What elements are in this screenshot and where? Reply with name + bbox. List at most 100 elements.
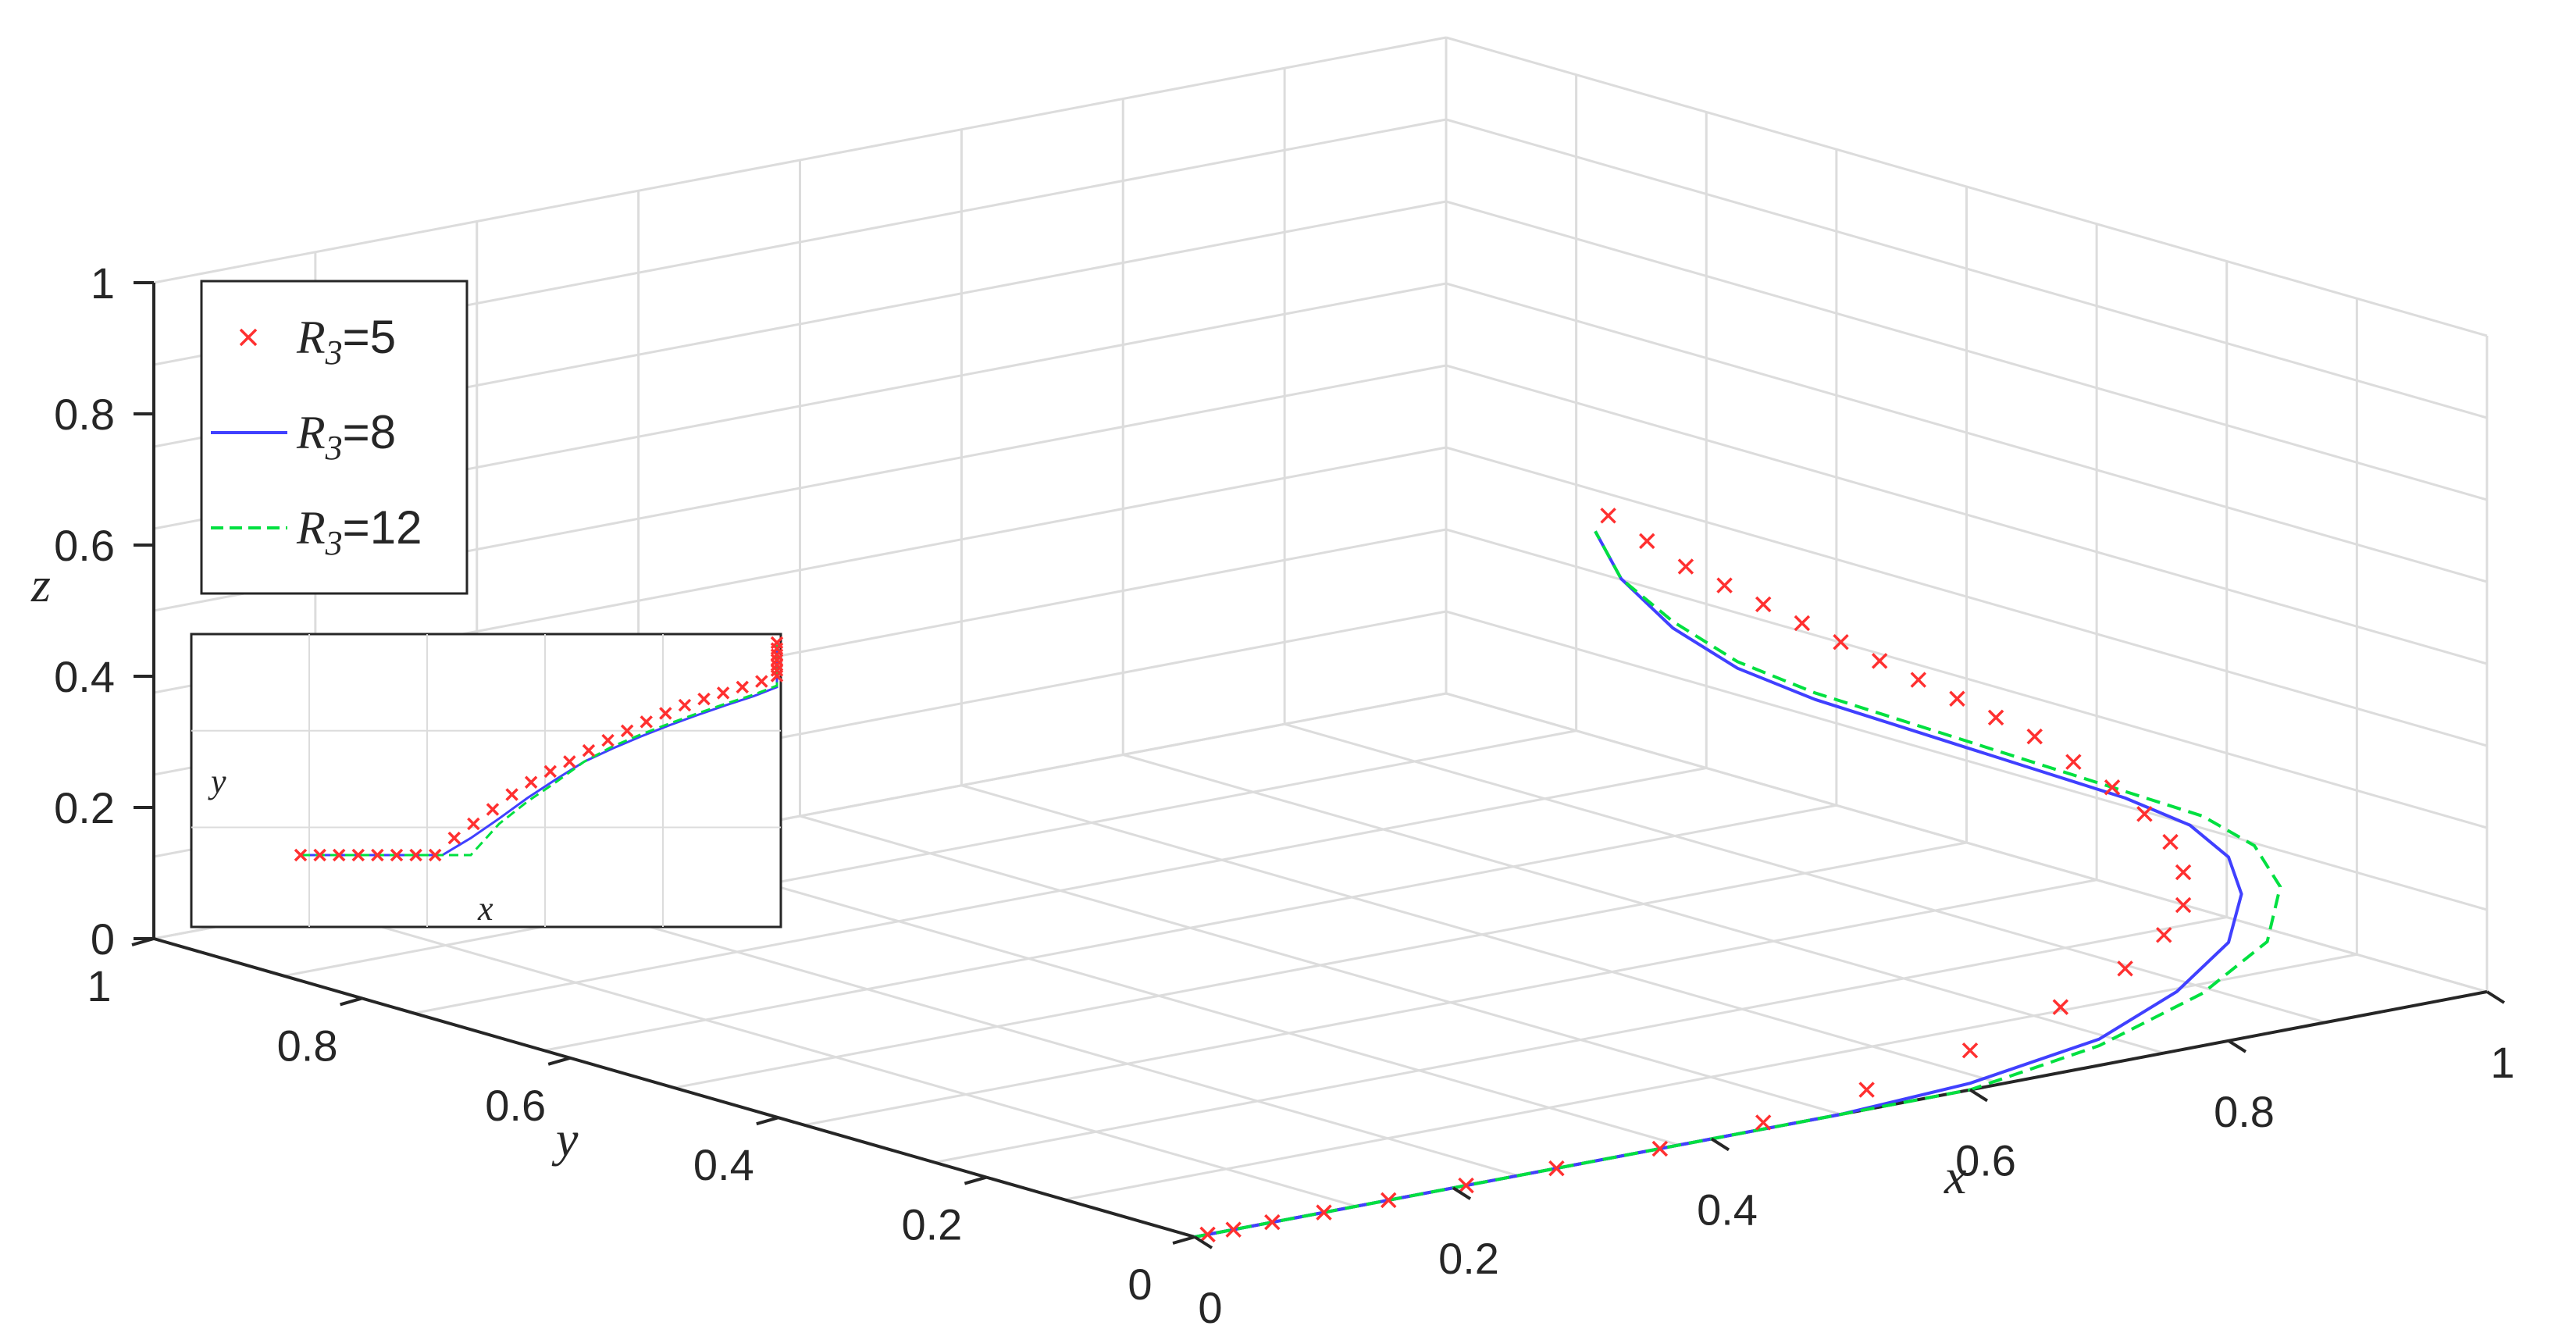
x-tick-label: 0.2 bbox=[1438, 1234, 1499, 1283]
grid-line-floor-y bbox=[413, 767, 1707, 1014]
x-tick-mark bbox=[1969, 1088, 1989, 1103]
legend-value: =12 bbox=[343, 501, 422, 554]
series-marker-r3-5 bbox=[2162, 833, 2179, 850]
inset-marker-r3-5 bbox=[755, 675, 768, 688]
inset-marker-r3-5 bbox=[313, 848, 326, 862]
series-marker-r3-5 bbox=[1199, 1226, 1216, 1243]
x-tick-label: 0.4 bbox=[1697, 1185, 1758, 1234]
y-axis-label: y bbox=[551, 1111, 579, 1167]
inset-marker-r3-5 bbox=[770, 664, 784, 677]
inset-marker-r3-5 bbox=[409, 848, 422, 862]
x-tick-label: 1 bbox=[2490, 1038, 2514, 1087]
inset-marker-r3-5 bbox=[640, 715, 653, 729]
y-tick-label: 0.2 bbox=[901, 1200, 962, 1249]
x-tick-label: 0.8 bbox=[2214, 1087, 2275, 1136]
grid-line-floor-x bbox=[960, 784, 2003, 1085]
inset-marker-r3-5 bbox=[770, 636, 784, 650]
legend-label: R3=12 bbox=[296, 501, 422, 562]
inset-marker-r3-5 bbox=[563, 755, 576, 768]
series-marker-r3-5 bbox=[1716, 577, 1733, 593]
series-marker-r3-5 bbox=[1858, 1082, 1875, 1098]
grid-line-floor-y bbox=[283, 729, 1577, 978]
grid-line-side-z bbox=[1445, 118, 2488, 419]
inset-marker-r3-5 bbox=[294, 848, 308, 862]
series-marker-r3-5 bbox=[1794, 615, 1811, 632]
grid-line-side-z bbox=[1445, 200, 2488, 501]
inset-marker-r3-5 bbox=[659, 707, 672, 720]
inset-xy-view: x y bbox=[190, 633, 784, 928]
series-marker-r3-5 bbox=[1755, 596, 1772, 613]
inset-marker-r3-5 bbox=[371, 848, 384, 862]
inset-marker-r3-5 bbox=[447, 831, 461, 845]
series-marker-r3-5 bbox=[1600, 508, 1616, 524]
inset-x-label: x bbox=[477, 889, 493, 928]
series-marker-r3-5 bbox=[1548, 1160, 1565, 1177]
inset-marker-r3-5 bbox=[582, 743, 596, 757]
series-line-r3-8 bbox=[1194, 530, 2243, 1239]
y-tick-label: 0.4 bbox=[693, 1140, 754, 1189]
z-tick-label: 0.4 bbox=[54, 652, 115, 701]
x-tick-mark bbox=[2227, 1039, 2247, 1053]
y-tick-label: 0.6 bbox=[485, 1081, 546, 1130]
y-axis-line bbox=[153, 937, 1195, 1239]
series-marker-r3-5 bbox=[2175, 896, 2192, 914]
legend-subscript: 3 bbox=[325, 524, 343, 562]
inset-marker-r3-5 bbox=[351, 848, 365, 862]
inset-marker-r3-5 bbox=[620, 724, 634, 738]
inset-marker-r3-5 bbox=[543, 765, 557, 779]
series-marker-r3-5 bbox=[1316, 1204, 1332, 1221]
series-marker-r3-5 bbox=[1458, 1177, 1474, 1194]
inset-marker-r3-5 bbox=[467, 817, 480, 831]
legend-marker-r3-5 bbox=[239, 328, 258, 347]
y-tick-label: 0.8 bbox=[277, 1021, 338, 1070]
legend-value: =5 bbox=[343, 311, 396, 363]
legend-symbol: R bbox=[296, 407, 326, 458]
z-tick-label: 0.6 bbox=[54, 521, 115, 570]
grid-line-floor-y bbox=[674, 841, 1967, 1089]
legend-subscript: 3 bbox=[325, 333, 343, 372]
z-tick-label: 0 bbox=[91, 914, 115, 964]
grid-line-side-z bbox=[1445, 36, 2488, 337]
series-marker-r3-5 bbox=[1949, 690, 1965, 707]
inset-marker-r3-5 bbox=[697, 692, 711, 706]
series-marker-r3-5 bbox=[1639, 533, 1655, 550]
series-marker-r3-5 bbox=[1651, 1140, 1669, 1157]
inset-marker-r3-5 bbox=[736, 680, 749, 694]
inset-marker-r3-5 bbox=[390, 848, 404, 862]
series-marker-r3-5 bbox=[2052, 999, 2069, 1015]
grid-line-floor-x bbox=[1445, 692, 2488, 993]
y-tick-mark bbox=[1172, 1235, 1195, 1245]
y-tick-mark bbox=[340, 996, 363, 1007]
legend-value: =8 bbox=[343, 406, 396, 458]
series-marker-r3-5 bbox=[1677, 558, 1694, 575]
legend-label: R3=8 bbox=[296, 406, 396, 467]
series-marker-r3-5 bbox=[1910, 672, 1927, 688]
inset-marker-r3-5 bbox=[716, 686, 730, 700]
series-marker-r3-5 bbox=[2104, 779, 2121, 796]
series-marker-r3-5 bbox=[1833, 633, 1849, 650]
x-tick-label: 0.6 bbox=[1955, 1136, 2016, 1185]
inset-marker-r3-5 bbox=[770, 653, 784, 667]
inset-marker-r3-5 bbox=[332, 848, 346, 862]
inset-marker-r3-5 bbox=[428, 848, 442, 862]
legend-symbol: R bbox=[296, 312, 326, 363]
inset-marker-r3-5 bbox=[601, 733, 615, 747]
grid-line-back-z bbox=[153, 36, 1447, 284]
x-tick-label: 0 bbox=[1198, 1283, 1222, 1329]
legend-subscript: 3 bbox=[325, 429, 343, 467]
series-marker-r3-5 bbox=[2136, 806, 2153, 822]
inset-marker-r3-5 bbox=[678, 698, 692, 712]
legend-label: R3=5 bbox=[296, 311, 396, 372]
series-line-r3-12 bbox=[1194, 530, 2282, 1239]
series-marker-r3-5 bbox=[2065, 754, 2082, 770]
tick-labels: 00.20.40.60.8100.20.40.60.8100.20.40.60.… bbox=[54, 258, 2514, 1332]
series-marker-r3-5 bbox=[1755, 1114, 1772, 1131]
grid-line-floor-x bbox=[1284, 722, 2326, 1024]
x-tick-mark bbox=[1710, 1137, 1730, 1152]
inset-marker-r3-5 bbox=[505, 788, 518, 801]
x-tick-mark bbox=[1193, 1235, 1213, 1249]
y-tick-mark bbox=[547, 1056, 571, 1066]
legend: R3=5R3=8R3=12 bbox=[200, 280, 469, 595]
